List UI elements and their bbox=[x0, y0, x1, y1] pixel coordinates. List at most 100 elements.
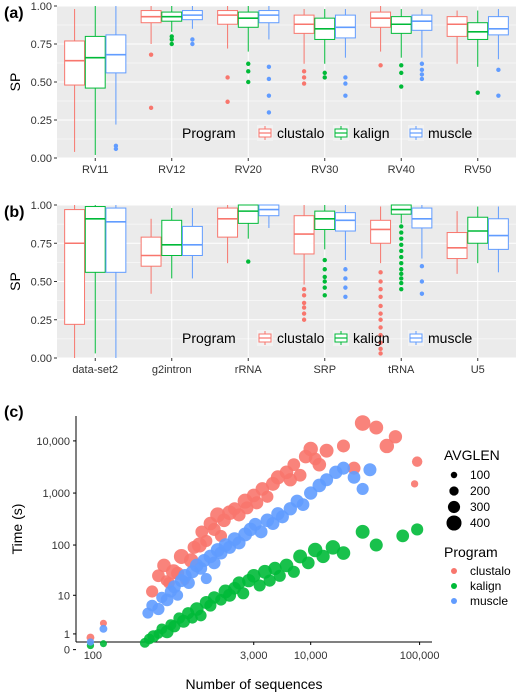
scatter-point-muscle bbox=[296, 498, 310, 511]
legend-label-clustalo: clustalo bbox=[277, 125, 325, 141]
box-muscle-RV50 bbox=[487, 9, 509, 98]
box-iqr bbox=[64, 40, 86, 86]
outlier-point bbox=[301, 69, 307, 74]
x-tick-label: g2intron bbox=[152, 364, 192, 376]
outlier-point bbox=[225, 99, 230, 104]
outlier-point bbox=[378, 294, 383, 299]
x-tick-label: 100,000 bbox=[400, 650, 440, 662]
box-clustalo-RV30 bbox=[293, 9, 315, 86]
outlier-point bbox=[378, 346, 383, 352]
box-kalign-SRP bbox=[314, 205, 336, 298]
y-tick-label: 0.75 bbox=[31, 39, 52, 51]
outlier-point bbox=[322, 274, 327, 280]
box-iqr bbox=[105, 207, 127, 273]
box-kalign-RV12 bbox=[161, 6, 183, 47]
x-axis-title: Number of sequences bbox=[186, 676, 323, 692]
outlier-point bbox=[399, 254, 404, 260]
box-clustalo-g2intron bbox=[140, 218, 162, 294]
color-legend-title: Program bbox=[444, 544, 498, 560]
box-kalign-RV30 bbox=[314, 9, 336, 80]
color-legend-label-kalign: kalign bbox=[470, 579, 501, 593]
box-iqr bbox=[411, 14, 433, 31]
scatter-point-clustalo bbox=[146, 585, 159, 598]
scatter-point-muscle bbox=[336, 461, 350, 475]
outlier-point bbox=[225, 75, 230, 80]
outlier-point bbox=[419, 67, 425, 73]
box-kalign-RV50 bbox=[467, 10, 489, 95]
box-iqr bbox=[487, 218, 509, 250]
outlier-point bbox=[378, 332, 383, 338]
scatter-point-kalign bbox=[316, 549, 330, 564]
scatter-point-muscle bbox=[266, 517, 280, 531]
outlier-point bbox=[343, 285, 348, 290]
scatter-point-muscle bbox=[172, 589, 184, 601]
x-tick-label: data-set2 bbox=[72, 364, 118, 376]
scatter-point-clustalo bbox=[312, 457, 327, 472]
outlier-point bbox=[301, 300, 307, 306]
size-legend: AVGLEN 100 200 300 400 bbox=[444, 447, 500, 531]
scatter-point-kalign bbox=[411, 523, 424, 536]
outlier-point bbox=[301, 305, 307, 310]
outlier-point bbox=[419, 76, 425, 82]
outlier-point bbox=[399, 286, 404, 292]
y-tick-label: 10,000 bbox=[36, 436, 70, 448]
y-tick-label: 0.00 bbox=[31, 353, 52, 365]
scatter-point-clustalo bbox=[410, 480, 419, 488]
box-iqr bbox=[487, 16, 509, 36]
scatter-point-clustalo bbox=[195, 525, 209, 539]
outlier-point bbox=[419, 61, 425, 66]
outlier-point bbox=[322, 75, 327, 80]
outlier-point bbox=[322, 279, 327, 284]
scatter-point-clustalo bbox=[283, 473, 297, 487]
y-tick-label: 10 bbox=[58, 590, 70, 602]
outlier-point bbox=[378, 351, 383, 356]
scatter-point-muscle bbox=[200, 573, 212, 585]
color-legend-key-muscle bbox=[451, 598, 457, 604]
series-kalign bbox=[86, 523, 424, 650]
scatter-point-clustalo bbox=[347, 461, 361, 475]
scatter-point-kalign bbox=[263, 574, 276, 587]
scatter-point-kalign bbox=[237, 587, 250, 600]
box-iqr bbox=[446, 232, 468, 260]
box-muscle-g2intron bbox=[181, 208, 203, 279]
box-iqr bbox=[446, 16, 468, 37]
outlier-point bbox=[496, 67, 501, 73]
scatter-point-clustalo bbox=[354, 415, 371, 431]
x-tick-label: 10,000 bbox=[294, 650, 328, 662]
scatter-point-muscle bbox=[320, 473, 334, 487]
scatter-point-clustalo bbox=[250, 496, 264, 510]
scatter-point-kalign bbox=[369, 538, 383, 552]
scatter-point-clustalo bbox=[336, 439, 350, 453]
box-iqr bbox=[181, 225, 203, 256]
outlier-point bbox=[301, 81, 307, 86]
y-tick-label: 0.50 bbox=[31, 77, 52, 89]
scatter-point-clustalo bbox=[240, 501, 254, 515]
scatter-point-kalign bbox=[301, 556, 315, 570]
outlier-point bbox=[266, 110, 272, 115]
outlier-point bbox=[322, 70, 327, 76]
outlier-point bbox=[378, 325, 383, 330]
outlier-point bbox=[399, 271, 404, 277]
outlier-point bbox=[378, 63, 383, 68]
outlier-point bbox=[419, 72, 425, 77]
x-tick-label: RV40 bbox=[388, 164, 415, 176]
box-iqr bbox=[237, 204, 259, 224]
box-clustalo-SRP bbox=[293, 205, 315, 322]
legend: Program clustalo kalign muscle bbox=[182, 330, 473, 346]
box-iqr bbox=[84, 35, 106, 89]
outlier-point bbox=[399, 260, 404, 266]
outlier-point bbox=[399, 84, 404, 89]
outlier-point bbox=[190, 41, 195, 47]
outlier-point bbox=[343, 267, 348, 272]
panel-letter-c: (c) bbox=[4, 404, 24, 421]
box-iqr bbox=[140, 236, 162, 267]
panel-letter-b: (b) bbox=[4, 204, 24, 221]
scatter-point-kalign bbox=[273, 569, 286, 582]
outlier-point bbox=[266, 93, 272, 98]
box-clustalo-RV12 bbox=[140, 6, 162, 111]
x-tick-label: RV50 bbox=[464, 164, 491, 176]
outlier-point bbox=[169, 41, 174, 47]
series-clustalo bbox=[86, 415, 423, 642]
size-legend-title: AVGLEN bbox=[444, 447, 500, 463]
